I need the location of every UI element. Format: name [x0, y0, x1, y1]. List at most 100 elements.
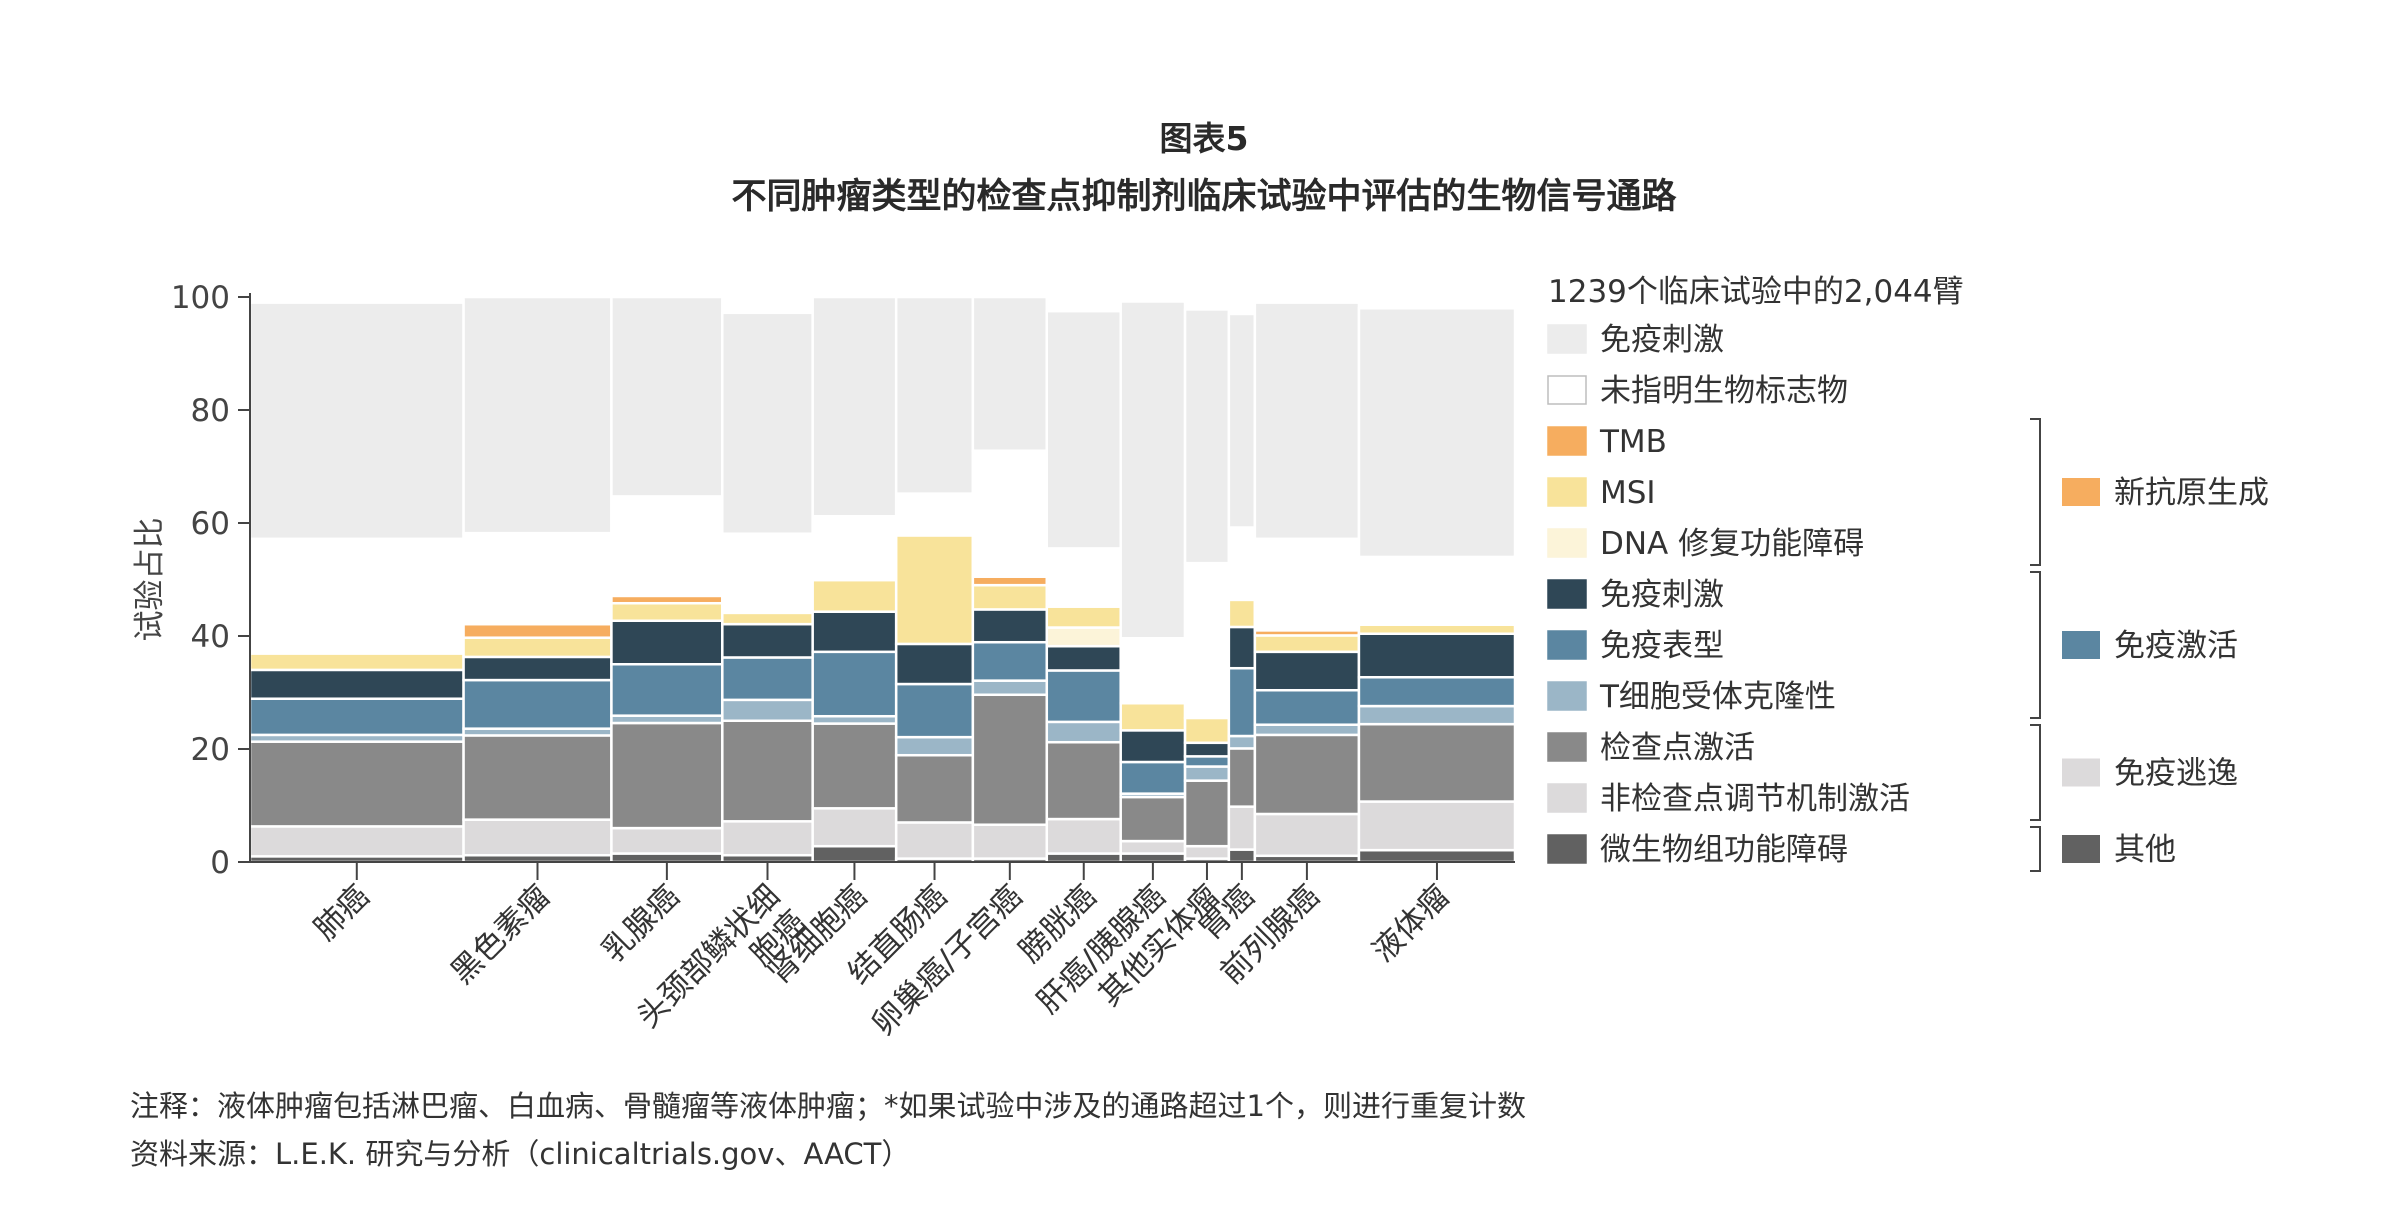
- legend-swatch: [1547, 426, 1587, 456]
- group-label: 其他: [2114, 832, 2176, 868]
- bar-segment: [1045, 626, 1122, 648]
- bar-segment: [1357, 555, 1517, 626]
- bar-segment: [1253, 537, 1361, 632]
- legend-swatch: [1547, 681, 1587, 711]
- bar-segment: [248, 740, 465, 828]
- legend-item: MSI: [1600, 475, 1656, 511]
- bar-segment: [1045, 644, 1122, 672]
- legend-swatch: [1547, 375, 1587, 405]
- bar-segment: [811, 295, 898, 518]
- bar-segment: [1227, 526, 1257, 602]
- bar-segment: [1357, 704, 1517, 726]
- legend-item: T细胞受体克隆性: [1599, 679, 1836, 715]
- legend-swatch: [1547, 783, 1587, 813]
- bar-segment: [894, 492, 975, 537]
- y-tick-label: 0: [210, 845, 230, 881]
- bar-segment: [811, 650, 898, 718]
- bar-segment: [1227, 625, 1257, 670]
- legend-item: 免疫刺激: [1600, 322, 1724, 358]
- bar-segment: [610, 295, 724, 498]
- bar-segment: [248, 668, 465, 700]
- legend-swatch: [1547, 630, 1587, 660]
- bar-segment: [971, 575, 1049, 587]
- bar-segment: [971, 823, 1049, 860]
- bar-segment: [462, 734, 613, 821]
- bar-segment: [1227, 734, 1257, 750]
- bar-segment: [610, 826, 724, 855]
- bar-segment: [1227, 747, 1257, 808]
- legend-item: TMB: [1599, 424, 1667, 460]
- bar-segment: [1045, 669, 1122, 724]
- y-tick-label: 80: [191, 393, 230, 429]
- group-bracket: [2030, 418, 2041, 566]
- bar-segment: [1119, 729, 1187, 764]
- bar-segment: [1357, 848, 1517, 864]
- bar-segment: [610, 721, 724, 830]
- bar-segment: [1253, 634, 1361, 654]
- group-label: 免疫逃逸: [2114, 756, 2238, 792]
- bar-segment: [1045, 309, 1122, 550]
- bar-segment: [1119, 839, 1187, 855]
- bar-segment: [610, 495, 724, 598]
- bar-segment: [894, 295, 975, 495]
- bar-segment: [721, 532, 814, 615]
- legend-title: 1239个临床试验中的2,044臂: [1548, 274, 1964, 310]
- legend-swatch: [1547, 732, 1587, 762]
- bar-segment: [1357, 722, 1517, 803]
- bar-segment: [1119, 637, 1187, 705]
- group-swatch: [2062, 631, 2100, 659]
- bar-segment: [1045, 852, 1122, 864]
- bar-segment: [1357, 307, 1517, 559]
- bar-segment: [462, 531, 613, 626]
- bar-segment: [248, 825, 465, 858]
- bar-segment: [894, 821, 975, 860]
- bar-segment: [971, 693, 1049, 826]
- bar-segment: [248, 537, 465, 655]
- bar-segment: [1119, 795, 1187, 843]
- bar-segment: [1227, 598, 1257, 629]
- bar-segment: [1357, 800, 1517, 852]
- bar-segment: [971, 608, 1049, 644]
- legend-swatch: [1547, 324, 1587, 354]
- bar-segment: [1045, 547, 1122, 608]
- bar-segment: [1045, 817, 1122, 855]
- bar-segment: [811, 807, 898, 848]
- bar-segment: [1183, 308, 1231, 565]
- bar-segment: [1183, 755, 1231, 768]
- legend-item: 检查点激活: [1600, 730, 1755, 766]
- bar-segment: [811, 844, 898, 864]
- bar-segment: [1119, 300, 1187, 640]
- bar-segment: [248, 697, 465, 737]
- legend-swatch: [1547, 477, 1587, 507]
- group-bracket: [2030, 724, 2041, 821]
- y-tick-label: 60: [191, 506, 230, 542]
- bar-segment: [610, 619, 724, 666]
- legend-item: 免疫刺激: [1600, 577, 1724, 613]
- bar-segment: [1253, 733, 1361, 816]
- bar-segment: [462, 818, 613, 857]
- bar-segment: [1045, 605, 1122, 629]
- bar-segment: [721, 611, 814, 626]
- bar-segment: [610, 601, 724, 622]
- bar-segment: [462, 622, 613, 639]
- y-tick-label: 20: [191, 732, 230, 768]
- bar-segment: [811, 610, 898, 654]
- legend-swatch: [1547, 834, 1587, 864]
- bar-segment: [971, 640, 1049, 682]
- x-tick-label: 肺癌: [307, 878, 376, 947]
- legend-swatch: [1547, 528, 1587, 558]
- bar-segment: [1183, 561, 1231, 720]
- chart-note: 注释：液体肿瘤包括淋巴瘤、白血病、骨髓瘤等液体肿瘤；*如果试验中涉及的通路超过1…: [130, 1089, 1526, 1123]
- bar-segment: [971, 583, 1049, 611]
- bar-segment: [1227, 805, 1257, 851]
- y-axis-label: 试验占比: [132, 518, 168, 642]
- bar-segment: [721, 656, 814, 702]
- legend-item: 微生物组功能障碍: [1600, 832, 1848, 868]
- legend-item: 非检查点调节机制激活: [1600, 781, 1910, 817]
- bar-segment: [1045, 740, 1122, 821]
- bar-segment: [1253, 650, 1361, 692]
- bar-segment: [721, 311, 814, 535]
- bar-segment: [462, 678, 613, 730]
